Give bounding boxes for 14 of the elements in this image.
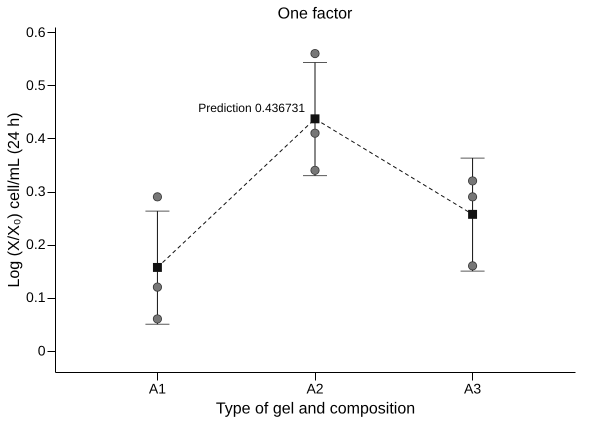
y-tick-label: 0.4 xyxy=(26,130,46,146)
x-tick-label: A3 xyxy=(464,380,482,396)
chart-title: One factor xyxy=(278,5,354,22)
y-tick-label: 0.6 xyxy=(26,24,46,40)
x-tick-label: A2 xyxy=(306,380,324,396)
x-tick-label: A1 xyxy=(148,380,166,396)
y-tick-label: 0.5 xyxy=(26,76,46,93)
annotation: Prediction 0.436731 xyxy=(198,100,306,115)
y-tick-label: 0 xyxy=(38,342,46,358)
y-tick-label: 0.2 xyxy=(26,236,46,252)
y-tick-label: 0.3 xyxy=(26,183,46,200)
x-axis-title: Type of gel and composition xyxy=(216,400,416,418)
y-tick-label: 0.1 xyxy=(26,289,46,306)
y-axis-title: Log (X/X₀) cell/mL (24 h) xyxy=(6,112,24,288)
